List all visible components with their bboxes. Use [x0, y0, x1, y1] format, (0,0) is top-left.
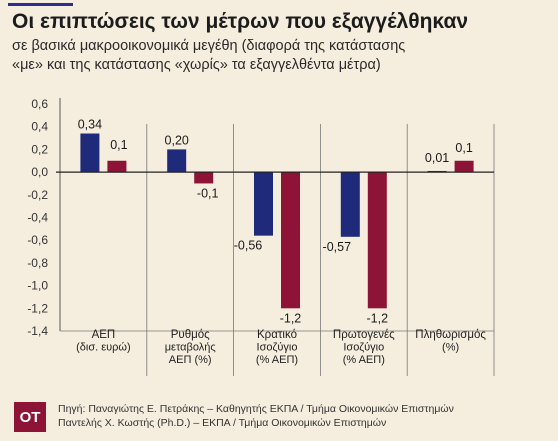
- bar-series-2: [107, 160, 127, 173]
- y-tick-label: 0,4: [31, 120, 48, 134]
- source-note: Πηγή: Παναγιώτης Ε. Πετράκης – Καθηγητής…: [58, 402, 454, 430]
- y-tick-label: 0,2: [31, 142, 48, 156]
- y-tick-label: -1,2: [27, 301, 48, 315]
- header-accent-rule: [8, 3, 73, 6]
- y-tick-label: -0,4: [27, 211, 48, 225]
- chart-subtitle: σε βασικά μακροοικονομικά μεγέθη (διαφορ…: [12, 37, 552, 75]
- footer: ΟΤ Πηγή: Παναγιώτης Ε. Πετράκης – Καθηγη…: [0, 392, 558, 441]
- bar-series-1: [80, 133, 100, 173]
- data-label: -0,57: [323, 240, 352, 254]
- x-category-label: Πληθωρισμός: [415, 329, 486, 341]
- data-label: -1,2: [367, 311, 389, 325]
- data-label: 0,20: [165, 133, 189, 147]
- bar-series-2: [194, 172, 214, 184]
- x-category-label: Ισοζύγιο: [343, 342, 384, 354]
- source-line-2: Παντελής Χ. Κωστής (Ph.D.) – ΕΚΠΑ / Τμήμ…: [58, 417, 387, 429]
- source-line-1: Πηγή: Παναγιώτης Ε. Πετράκης – Καθηγητής…: [58, 403, 454, 415]
- x-category-label: Πρωτογενές: [333, 329, 395, 341]
- data-label: 0,34: [78, 118, 102, 132]
- x-category-label: Κρατικό: [257, 329, 297, 341]
- y-tick-label: -1,0: [27, 279, 48, 293]
- x-category-label: ΑΕΠ (%): [169, 354, 212, 366]
- data-label: -0,1: [197, 186, 219, 200]
- bar-series-1: [340, 172, 360, 237]
- y-tick-label: 0,6: [31, 97, 48, 111]
- publisher-logo: ΟΤ: [14, 402, 46, 432]
- bar-series-1: [167, 149, 187, 173]
- bar-series-2: [281, 172, 300, 309]
- subtitle-line-1: σε βασικά μακροοικονομικά μεγέθη (διαφορ…: [12, 38, 406, 54]
- x-category-label: Ισοζύγιο: [257, 342, 298, 354]
- y-tick-label: -0,6: [27, 233, 48, 247]
- x-category-label: ΑΕΠ: [92, 329, 116, 341]
- y-tick-label: -0,2: [27, 188, 48, 202]
- bar-chart: 0,6 0,4 0,2 0,0 -0,2 -0,4 -0,6 -0,8 -1,0 -1,2 -1,4…: [27, 97, 495, 376]
- data-label: 0,1: [455, 141, 472, 155]
- y-tick-label: -1,4: [27, 324, 48, 338]
- x-category-label: (δισ. ευρώ): [76, 342, 131, 354]
- bar-series-2: [367, 172, 387, 309]
- x-category-label: μεταβολής: [165, 342, 216, 354]
- x-category-label: (%): [442, 342, 459, 354]
- subtitle-line-2: «με» και της κατάστασης «χωρίς» τα εξαγγ…: [12, 57, 381, 73]
- y-tick-label: -0,8: [27, 256, 48, 270]
- data-label: -1,2: [280, 311, 302, 325]
- data-label: 0,01: [425, 151, 449, 165]
- x-category-label: (% ΑΕΠ): [256, 354, 298, 366]
- bar-series-2: [454, 160, 474, 173]
- data-label: 0,1: [110, 138, 127, 152]
- y-tick-label: 0,0: [31, 165, 48, 179]
- x-category-label: (% ΑΕΠ): [343, 354, 385, 366]
- chart-title: Οι επιπτώσεις των μέτρων που εξαγγέλθηκα…: [12, 10, 469, 33]
- bar-series-1: [254, 172, 273, 236]
- x-category-label: Ρυθμός: [171, 329, 210, 341]
- data-label: -0,56: [234, 239, 263, 253]
